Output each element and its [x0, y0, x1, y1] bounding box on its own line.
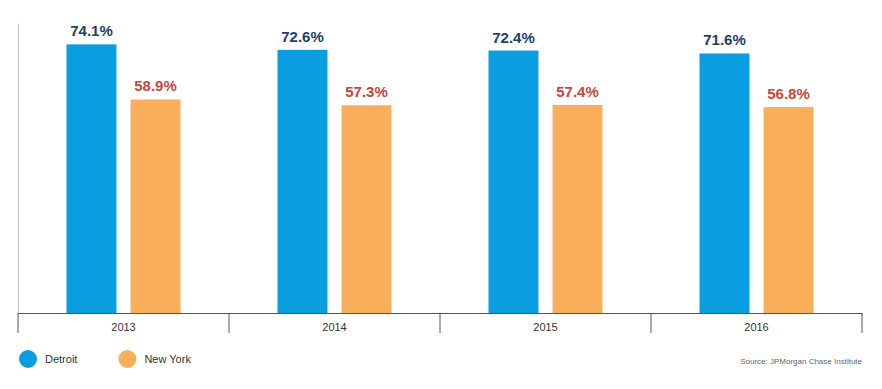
bar — [489, 51, 539, 313]
group-divider — [651, 313, 652, 333]
data-label: 58.9% — [134, 77, 177, 94]
source-note: Source: JPMorgan Chase Institute — [740, 357, 862, 366]
x-tick: 2016 — [744, 313, 768, 333]
group-divider — [440, 313, 441, 333]
data-label: 57.4% — [556, 83, 599, 100]
x-tick-label: 2013 — [111, 321, 135, 333]
x-tick: 2015 — [533, 313, 557, 333]
x-axis: 2013 2014 2015 2016 — [19, 313, 863, 333]
legend-label: Detroit — [45, 353, 77, 365]
x-tick: 2013 — [111, 313, 135, 333]
x-tick-label: 2015 — [533, 321, 557, 333]
group-divider — [862, 313, 863, 333]
bar — [553, 105, 603, 313]
data-label: 56.8% — [767, 85, 810, 102]
data-labels: 74.1% 72.6% 72.4% 71.6% 58.9% 57.3% 57.4% 56.8% — [70, 22, 810, 102]
data-label: 72.4% — [492, 29, 535, 46]
group-divider — [229, 313, 230, 333]
legend-label: New York — [144, 353, 191, 365]
legend-swatch — [19, 350, 37, 368]
group-dividers — [18, 313, 862, 333]
bars — [67, 44, 814, 313]
x-tick-label: 2014 — [322, 321, 346, 333]
data-label: 71.6% — [703, 31, 746, 48]
group-divider — [18, 313, 19, 333]
chart: 74.1% 72.6% 72.4% 71.6% 58.9% 57.3% 57.4% 56.8%… — [0, 0, 882, 389]
bar — [342, 105, 392, 313]
x-tick-label: 2016 — [744, 321, 768, 333]
y-axis — [18, 24, 19, 314]
legend: Detroit New York — [19, 350, 191, 368]
bar — [67, 44, 117, 313]
data-label: 74.1% — [70, 22, 113, 39]
data-label: 72.6% — [281, 28, 324, 45]
y-axis-line — [18, 24, 19, 314]
data-label: 57.3% — [345, 83, 388, 100]
bar — [764, 107, 814, 313]
bar — [700, 53, 750, 313]
x-tick: 2014 — [322, 313, 346, 333]
legend-swatch — [118, 350, 136, 368]
bar — [131, 99, 181, 313]
bar — [278, 50, 328, 313]
